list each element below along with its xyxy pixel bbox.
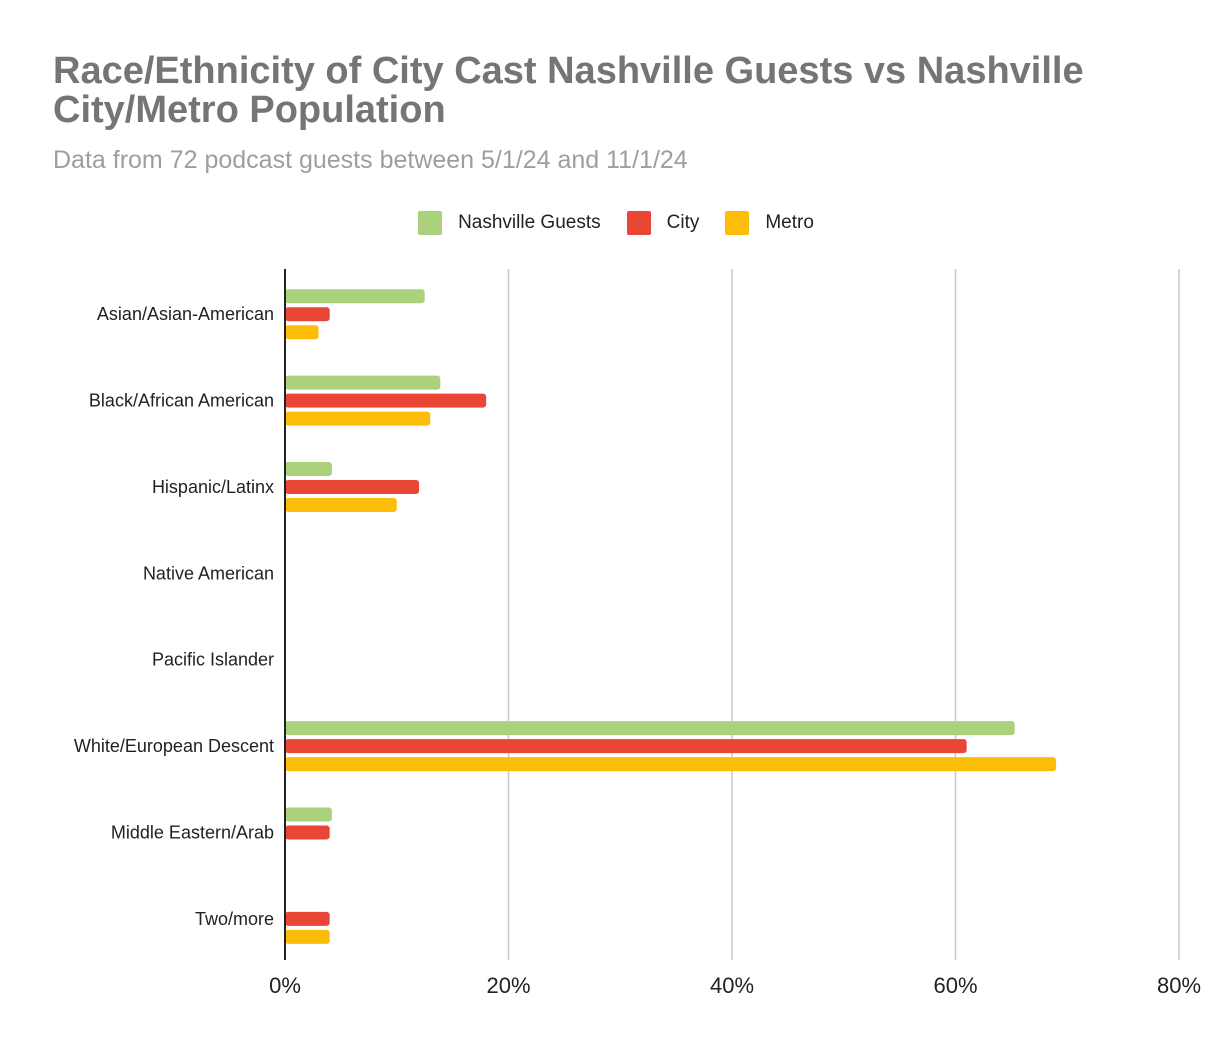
- bar-metro-black-african-american: [285, 411, 431, 426]
- bar-metro-white-european-descent: [285, 757, 1057, 772]
- legend-item-city[interactable]: City: [626, 211, 700, 235]
- bar-city-black-african-american: [285, 393, 487, 408]
- legend-swatch-metro: [725, 211, 750, 235]
- chart-legend: Nashville Guests City Metro: [0, 209, 1232, 237]
- bar-nashville-guests-white-european-descent: [285, 721, 1015, 736]
- chart-title: Race/Ethnicity of City Cast Nashville Gu…: [53, 50, 1084, 131]
- category-label-asian-asian-american: Asian/Asian-American: [97, 304, 274, 324]
- legend-label-nashville-guests: Nashville Guests: [458, 212, 601, 233]
- category-label-two-more: Two/more: [195, 909, 274, 929]
- bar-metro-hispanic-latinx: [285, 497, 397, 512]
- category-label-native-american: Native American: [143, 563, 274, 583]
- bar-metro-asian-asian-american: [285, 325, 319, 340]
- bar-city-middle-eastern-arab: [285, 825, 330, 840]
- bar-metro-two-more: [285, 929, 330, 944]
- category-label-white-european-descent: White/European Descent: [74, 736, 274, 756]
- category-label-black-african-american: Black/African American: [89, 391, 274, 411]
- category-label-pacific-islander: Pacific Islander: [152, 650, 274, 670]
- x-tick-label-20: 20%: [486, 973, 530, 998]
- bar-nashville-guests-hispanic-latinx: [285, 461, 332, 476]
- legend-item-metro[interactable]: Metro: [725, 211, 814, 235]
- x-tick-label-60: 60%: [933, 973, 977, 998]
- legend-swatch-city: [626, 211, 651, 235]
- x-tick-label-80: 80%: [1157, 973, 1201, 998]
- category-label-hispanic-latinx: Hispanic/Latinx: [152, 477, 274, 497]
- x-tick-label-40: 40%: [710, 973, 754, 998]
- chart-subtitle: Data from 72 podcast guests between 5/1/…: [53, 146, 688, 174]
- legend-item-nashville-guests[interactable]: Nashville Guests: [418, 211, 601, 235]
- legend-swatch-nashville-guests: [418, 211, 443, 235]
- bar-nashville-guests-asian-asian-american: [285, 289, 425, 304]
- bar-nashville-guests-middle-eastern-arab: [285, 807, 332, 822]
- bar-nashville-guests-black-african-american: [285, 375, 441, 390]
- legend-label-city: City: [666, 212, 700, 233]
- category-label-middle-eastern-arab: Middle Eastern/Arab: [111, 822, 274, 842]
- x-tick-label-0: 0%: [269, 973, 301, 998]
- bar-city-white-european-descent: [285, 739, 967, 754]
- bar-city-two-more: [285, 911, 330, 926]
- legend-label-metro: Metro: [765, 212, 814, 233]
- bar-city-asian-asian-american: [285, 307, 330, 322]
- bar-city-hispanic-latinx: [285, 479, 420, 494]
